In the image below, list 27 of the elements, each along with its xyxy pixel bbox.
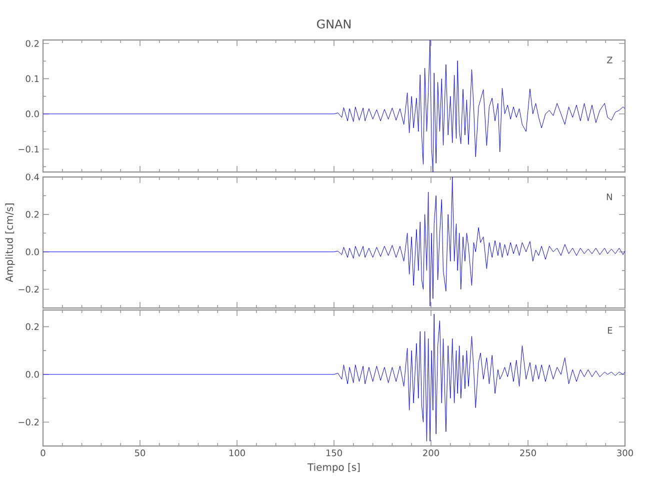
y-tick-label: 0.2 [26, 211, 39, 218]
x-tick-label: 250 [520, 450, 536, 456]
annotation: Z [607, 56, 612, 64]
y-tick-label: −0.2 [18, 286, 39, 293]
chart-title: GNAN [317, 19, 350, 28]
x-tick-label: 300 [617, 450, 633, 456]
y-tick-label: 0.2 [26, 40, 39, 47]
line-series [43, 176, 626, 306]
x-tick-label: 0 [40, 450, 46, 456]
y-tick-label: 0.0 [26, 110, 39, 118]
x-tick-label: 150 [326, 450, 342, 456]
line-series [43, 40, 626, 172]
y-tick-label: 0.4 [26, 174, 39, 180]
line-series [43, 314, 626, 442]
x-tick-label: 50 [134, 450, 146, 456]
y-tick-label: 0.2 [26, 323, 39, 330]
annotation: E [608, 327, 612, 334]
y-tick-label: 0.1 [26, 75, 39, 82]
y-axis-title: Amplitud [cm/s] [5, 204, 15, 282]
y-tick-label: 0.0 [26, 371, 39, 378]
y-tick-label: −0.1 [18, 146, 39, 152]
annotation: N [606, 194, 612, 200]
x-tick-label: 200 [423, 450, 439, 456]
y-tick-label: 0.0 [26, 248, 39, 256]
x-tick-label: 100 [229, 450, 245, 456]
y-tick-label: −0.2 [18, 418, 39, 426]
x-axis-title: Tiempo [s] [308, 463, 360, 473]
